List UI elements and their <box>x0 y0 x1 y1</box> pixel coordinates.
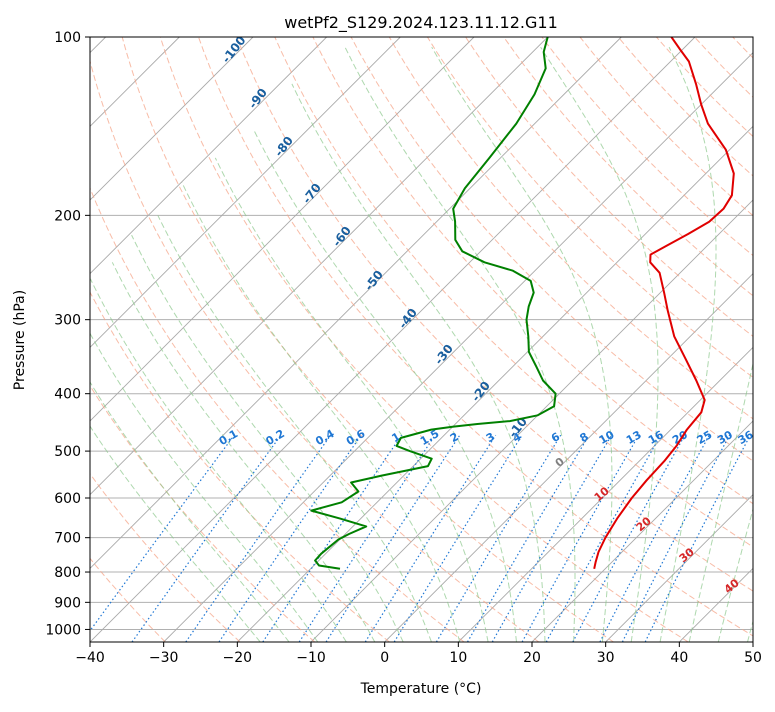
y-tick-label: 300 <box>54 313 81 329</box>
y-tick-label: 200 <box>54 208 81 224</box>
y-tick-label: 100 <box>54 30 81 46</box>
x-tick-label: −30 <box>149 650 179 666</box>
y-axis-label: Pressure (hPa) <box>12 290 28 390</box>
y-tick-label: 400 <box>54 387 81 403</box>
x-tick-label: 40 <box>670 650 688 666</box>
y-tick-label: 600 <box>54 491 81 507</box>
x-tick-label: 30 <box>597 650 615 666</box>
x-axis-label: Temperature (°C) <box>360 681 482 697</box>
x-tick-label: 0 <box>380 650 389 666</box>
x-tick-label: −20 <box>223 650 253 666</box>
y-tick-label: 700 <box>54 531 81 547</box>
x-tick-label: 20 <box>523 650 541 666</box>
y-tick-label: 900 <box>54 595 81 611</box>
x-tick-label: −10 <box>296 650 326 666</box>
x-tick-label: −40 <box>75 650 105 666</box>
y-tick-label: 1000 <box>45 622 81 638</box>
y-tick-label: 500 <box>54 444 81 460</box>
chart-title: wetPf2_S129.2024.123.11.12.G11 <box>284 13 558 33</box>
x-tick-label: 50 <box>744 650 762 666</box>
x-tick-label: 10 <box>449 650 467 666</box>
y-tick-label: 800 <box>54 565 81 581</box>
